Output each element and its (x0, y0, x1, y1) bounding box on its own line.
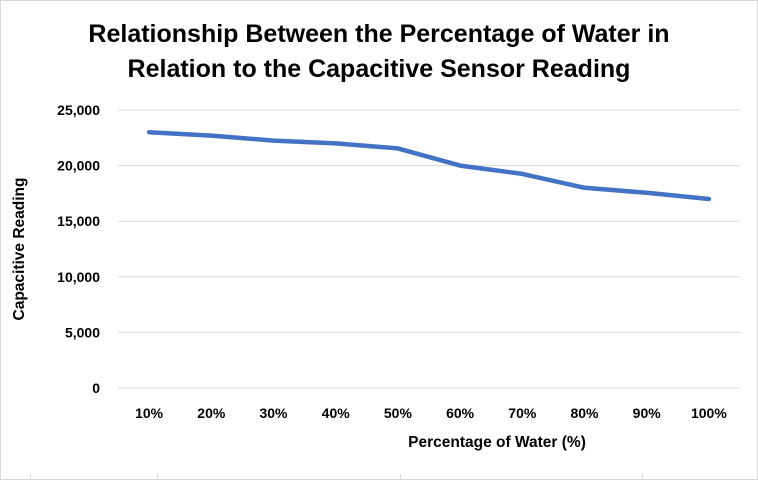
x-tick-label: 100% (691, 405, 727, 421)
x-tick-label: 10% (135, 405, 164, 421)
y-axis-label: Capacitive Reading (11, 178, 28, 321)
series-lines (146, 129, 712, 202)
gridlines (118, 109, 740, 389)
frame-divider (642, 474, 643, 480)
x-tick-label: 20% (197, 405, 226, 421)
frame-divider (30, 474, 31, 480)
y-tick-label: 15,000 (57, 213, 100, 229)
series-line (146, 129, 712, 202)
x-tick-label: 50% (384, 405, 413, 421)
y-tick-label: 20,000 (57, 158, 100, 174)
frame-divider (157, 474, 158, 480)
y-tick-label: 0 (92, 380, 100, 396)
x-tick-label: 90% (633, 405, 662, 421)
x-axis-label: Percentage of Water (%) (408, 434, 586, 451)
y-tick-label: 25,000 (57, 102, 100, 118)
x-tick-label: 30% (259, 405, 288, 421)
y-axis-tick-labels: 0 5,000 10,000 15,000 20,000 25,000 (57, 102, 100, 396)
x-tick-label: 40% (322, 405, 351, 421)
chart-title-line-2: Relation to the Capacitive Sensor Readin… (127, 55, 631, 83)
chart-title-line-1: Relationship Between the Percentage of W… (88, 20, 670, 48)
x-tick-label: 60% (446, 405, 475, 421)
x-axis-tick-labels: 10% 20% 30% 40% 50% 60% 70% 80% 90% 100% (135, 405, 727, 421)
x-tick-label: 70% (508, 405, 537, 421)
y-tick-label: 5,000 (65, 324, 100, 340)
y-tick-label: 10,000 (57, 269, 100, 285)
x-tick-label: 80% (570, 405, 599, 421)
frame-divider (400, 474, 401, 480)
